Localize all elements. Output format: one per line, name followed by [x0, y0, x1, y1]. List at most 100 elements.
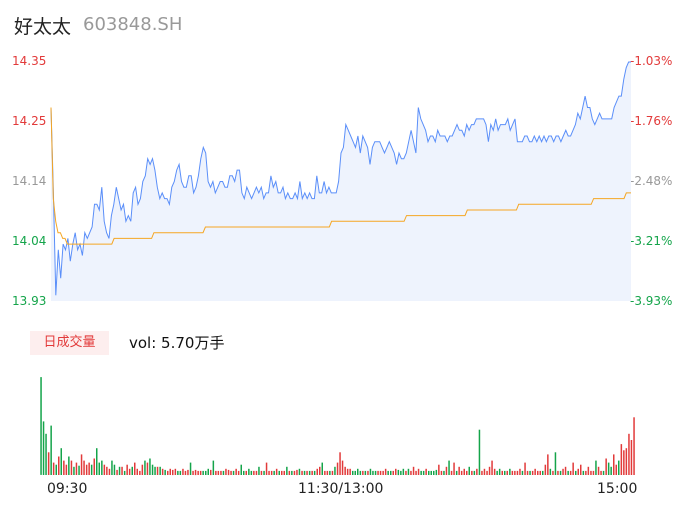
y-right-tick-3: -2.48%	[630, 174, 673, 188]
volume-bar	[336, 462, 339, 475]
volume-bar	[402, 468, 405, 475]
volume-bar	[428, 470, 430, 475]
volume-bar	[493, 468, 496, 475]
volume-bar	[468, 466, 470, 475]
volume-bar	[146, 462, 149, 475]
volume-bar	[156, 466, 159, 475]
volume-bar	[202, 470, 204, 475]
volume-bar	[149, 458, 151, 475]
volume-bar	[73, 466, 75, 475]
volume-bar	[506, 470, 508, 475]
volume-bar	[531, 470, 534, 475]
volume-bar	[453, 462, 455, 475]
volume-bar	[481, 470, 483, 475]
volume-bar	[597, 466, 600, 475]
volume-bar	[445, 466, 448, 475]
volume-bar	[93, 458, 95, 475]
volume-bar	[352, 470, 354, 475]
volume-bar	[357, 468, 359, 475]
volume-bar	[547, 454, 549, 475]
y-left-tick-3: 14.14	[12, 174, 47, 188]
volume-bar	[301, 470, 303, 475]
volume-bar	[184, 470, 187, 475]
y-left-tick-4: 14.04	[12, 234, 47, 248]
volume-bar	[60, 448, 62, 475]
volume-bar	[199, 470, 202, 475]
volume-bar	[45, 433, 47, 475]
volume-bar	[422, 470, 425, 475]
volume-bar	[377, 470, 379, 475]
volume-bar	[549, 468, 552, 475]
volume-bar	[374, 470, 377, 475]
volume-bars-group	[40, 377, 635, 476]
volume-bar	[397, 469, 400, 476]
volume-bar	[488, 466, 491, 475]
volume-bar	[392, 470, 394, 475]
volume-bar	[448, 460, 450, 475]
volume-bar	[364, 470, 367, 475]
stock-code: 603848.SH	[83, 14, 183, 35]
volume-bar	[88, 462, 90, 475]
volume-bar	[521, 470, 524, 475]
y-right-tick-2: -1.76%	[630, 114, 673, 128]
volume-bar	[324, 470, 326, 475]
volume-bar	[610, 466, 612, 475]
volume-bar	[463, 468, 465, 475]
volume-bar	[250, 470, 253, 475]
volume-bar	[633, 417, 635, 475]
volume-bar	[90, 464, 93, 475]
volume-bar	[194, 469, 197, 476]
volume-bar	[410, 470, 412, 475]
volume-bar	[618, 460, 620, 475]
volume-bar	[450, 470, 453, 475]
volume-bar	[501, 470, 503, 475]
y-left-tick-2: 14.25	[12, 114, 47, 128]
volume-bar	[245, 470, 247, 475]
volume-bar	[128, 468, 131, 475]
y-left-tick-5: 13.93	[12, 294, 47, 308]
volume-bar	[230, 470, 232, 475]
volume-bar	[161, 468, 164, 475]
volume-bar	[182, 468, 184, 475]
volume-bar	[164, 469, 166, 476]
volume-bar	[101, 460, 103, 475]
volume-bar	[151, 464, 154, 475]
volume-bar	[440, 470, 443, 475]
volume-bar	[227, 469, 230, 476]
volume-bar	[172, 469, 174, 476]
volume-bar	[443, 470, 445, 475]
volume-bar	[415, 470, 417, 475]
volume-bar	[329, 470, 331, 475]
avg-series-line	[50, 107, 631, 245]
volume-bar	[298, 468, 301, 475]
volume-bar	[121, 466, 123, 475]
volume-bar	[319, 466, 321, 475]
volume-bar	[40, 377, 42, 475]
volume-bar	[575, 470, 577, 475]
volume-bar	[455, 470, 458, 475]
volume-bar	[412, 466, 415, 475]
volume-bar	[395, 468, 397, 475]
volume-bar	[569, 470, 572, 475]
volume-bar	[620, 444, 623, 475]
volume-bar	[78, 465, 80, 475]
volume-bar	[217, 470, 220, 475]
volume-bar	[85, 464, 88, 475]
volume-bar	[313, 470, 316, 475]
volume-bar	[265, 462, 268, 475]
volume-bar	[253, 470, 255, 475]
volume-bar	[106, 466, 108, 475]
volume-bar	[255, 470, 258, 475]
volume-bar	[293, 470, 296, 475]
volume-bar	[460, 470, 463, 475]
volume-bar	[75, 462, 78, 475]
volume-bar	[511, 470, 514, 475]
volume-bar	[286, 466, 288, 475]
volume-bar	[607, 462, 610, 475]
volume-bar	[425, 468, 427, 475]
volume-bar	[559, 470, 562, 475]
volume-bar	[572, 462, 574, 475]
volume-bar	[222, 470, 225, 475]
volume-bar	[159, 466, 161, 475]
volume-bar	[192, 470, 194, 475]
